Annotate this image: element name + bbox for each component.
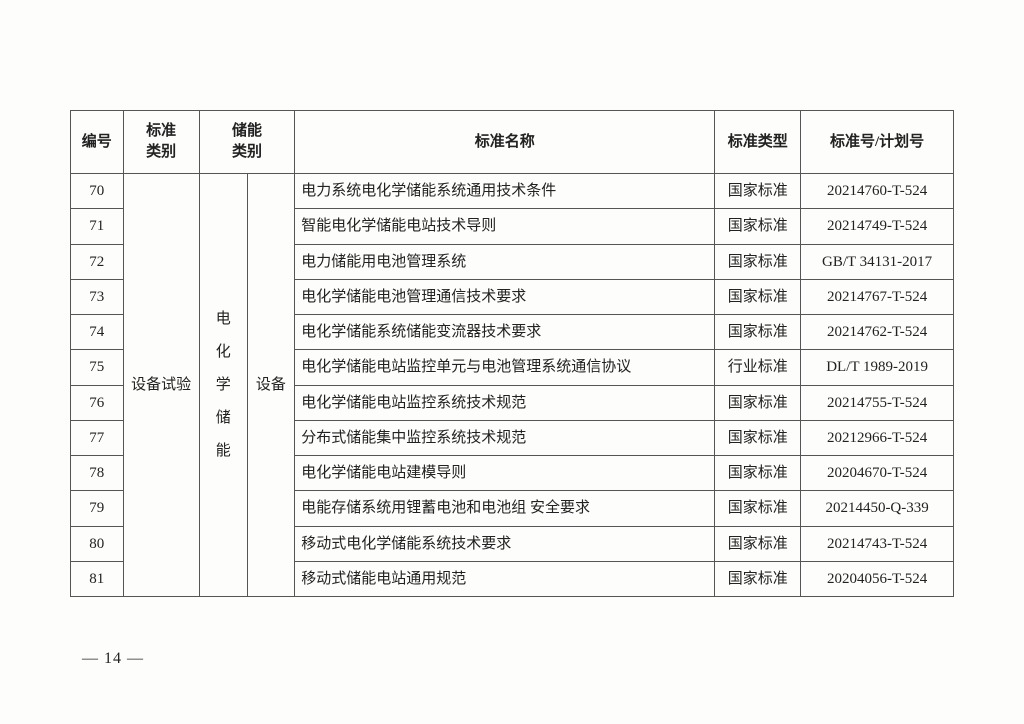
cell-cat2a-merged: 电化学储能 [199, 174, 247, 597]
cell-name: 智能电化学储能电站技术导则 [295, 209, 715, 244]
cell-num: 75 [71, 350, 124, 385]
cell-type: 国家标准 [715, 526, 801, 561]
cell-name: 电化学储能电站建模导则 [295, 456, 715, 491]
cell-num: 73 [71, 279, 124, 314]
cell-num: 70 [71, 174, 124, 209]
cell-code: 20212966-T-524 [801, 420, 954, 455]
cell-type: 国家标准 [715, 420, 801, 455]
cell-type: 国家标准 [715, 385, 801, 420]
cell-type: 国家标准 [715, 244, 801, 279]
cell-num: 76 [71, 385, 124, 420]
standards-table: 编号 标准 类别 储能 类别 标准名称 标准类型 标准号/计划号 70 设备试验… [70, 110, 954, 597]
header-name: 标准名称 [295, 111, 715, 174]
cell-type: 国家标准 [715, 279, 801, 314]
table-body: 70 设备试验 电化学储能 设备 电力系统电化学储能系统通用技术条件 国家标准 … [71, 174, 954, 597]
cell-num: 77 [71, 420, 124, 455]
header-cat2: 储能 类别 [199, 111, 294, 174]
cell-num: 72 [71, 244, 124, 279]
cell-code: 20214762-T-524 [801, 315, 954, 350]
cell-code: 20204670-T-524 [801, 456, 954, 491]
cell-type: 国家标准 [715, 174, 801, 209]
cell-num: 78 [71, 456, 124, 491]
cell-type: 国家标准 [715, 561, 801, 596]
header-code: 标准号/计划号 [801, 111, 954, 174]
header-cat1: 标准 类别 [123, 111, 199, 174]
cell-name: 分布式储能集中监控系统技术规范 [295, 420, 715, 455]
cell-code: DL/T 1989-2019 [801, 350, 954, 385]
page-number: — 14 — [82, 650, 144, 668]
cell-num: 71 [71, 209, 124, 244]
cell-num: 79 [71, 491, 124, 526]
cell-code: 20214755-T-524 [801, 385, 954, 420]
header-num: 编号 [71, 111, 124, 174]
cell-name: 电力系统电化学储能系统通用技术条件 [295, 174, 715, 209]
cell-type: 国家标准 [715, 491, 801, 526]
cell-code: 20214767-T-524 [801, 279, 954, 314]
cell-name: 电化学储能电站监控单元与电池管理系统通信协议 [295, 350, 715, 385]
cell-cat2b-merged: 设备 [247, 174, 295, 597]
cell-name: 电能存储系统用锂蓄电池和电池组 安全要求 [295, 491, 715, 526]
cell-type: 国家标准 [715, 315, 801, 350]
cell-name: 电化学储能电池管理通信技术要求 [295, 279, 715, 314]
cell-code: 20214450-Q-339 [801, 491, 954, 526]
header-type: 标准类型 [715, 111, 801, 174]
cell-name: 电化学储能系统储能变流器技术要求 [295, 315, 715, 350]
cell-code: 20204056-T-524 [801, 561, 954, 596]
cell-num: 80 [71, 526, 124, 561]
cell-name: 电力储能用电池管理系统 [295, 244, 715, 279]
document-page: 编号 标准 类别 储能 类别 标准名称 标准类型 标准号/计划号 70 设备试验… [0, 0, 1024, 724]
cell-name: 移动式电化学储能系统技术要求 [295, 526, 715, 561]
table-row: 70 设备试验 电化学储能 设备 电力系统电化学储能系统通用技术条件 国家标准 … [71, 174, 954, 209]
table-header-row: 编号 标准 类别 储能 类别 标准名称 标准类型 标准号/计划号 [71, 111, 954, 174]
cell-code: GB/T 34131-2017 [801, 244, 954, 279]
cell-num: 81 [71, 561, 124, 596]
cell-cat1-merged: 设备试验 [123, 174, 199, 597]
cell-name: 电化学储能电站监控系统技术规范 [295, 385, 715, 420]
cell-type: 行业标准 [715, 350, 801, 385]
cell-code: 20214760-T-524 [801, 174, 954, 209]
cell-type: 国家标准 [715, 209, 801, 244]
cell-type: 国家标准 [715, 456, 801, 491]
cell-num: 74 [71, 315, 124, 350]
cell-name: 移动式储能电站通用规范 [295, 561, 715, 596]
cell-code: 20214743-T-524 [801, 526, 954, 561]
cell-code: 20214749-T-524 [801, 209, 954, 244]
